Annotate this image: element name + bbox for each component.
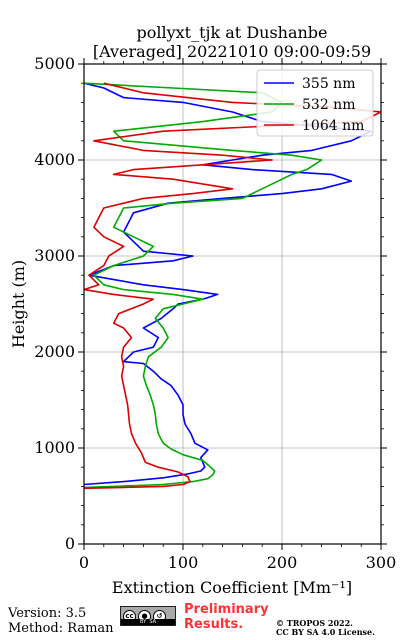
x-axis-label: Extinction Coefficient [Mm⁻¹] — [112, 578, 352, 597]
version-label: Version: 3.5 — [8, 606, 87, 621]
preliminary-line-2: Results. — [184, 617, 244, 632]
cc-badge-bar: BY SA — [121, 619, 175, 625]
plot-area — [84, 82, 381, 490]
series-line-3 — [84, 82, 381, 490]
x-tick-label: 300 — [366, 553, 397, 572]
y-tick-label: 4000 — [34, 150, 75, 169]
y-axis: 0 1000 2000 3000 4000 5000 — [34, 54, 387, 553]
chart-subtitle: [Averaged] 20221010 09:00-09:59 — [93, 42, 371, 61]
y-tick-label: 1000 — [34, 438, 75, 457]
x-tick-label: 200 — [267, 553, 298, 572]
x-axis: 0 100 200 300 — [79, 58, 396, 572]
copyright-line-1: © TROPOS 2022. — [276, 618, 353, 628]
copyright-notice: © TROPOS 2022. CC BY SA 4.0 License. — [276, 619, 375, 637]
legend: 355 nm 532 nm 1064 nm — [256, 69, 374, 137]
x-tick-label: 100 — [168, 553, 199, 572]
x-tick-label: 0 — [79, 553, 89, 572]
chart-title: pollyxt_tjk at Dushanbe — [136, 23, 327, 42]
series-line-2 — [84, 82, 323, 489]
legend-label-3: 1064 nm — [302, 118, 364, 134]
y-tick-label: 3000 — [34, 246, 75, 265]
plot-frame — [83, 63, 382, 545]
copyright-line-2: CC BY SA 4.0 License. — [276, 627, 375, 637]
y-tick-label: 2000 — [34, 342, 75, 361]
series-line-1 — [84, 82, 372, 486]
preliminary-line-1: Preliminary — [184, 602, 269, 617]
method-label: Method: Raman — [8, 621, 114, 636]
legend-label-1: 355 nm — [302, 76, 355, 92]
y-tick-label: 5000 — [34, 54, 75, 73]
y-tick-label: 0 — [65, 534, 75, 553]
extinction-profile-chart: pollyxt_tjk at Dushanbe [Averaged] 20221… — [9, 23, 396, 597]
legend-label-2: 532 nm — [302, 97, 355, 113]
preliminary-notice: Preliminary Results. — [184, 602, 269, 632]
y-axis-label: Height (m) — [9, 260, 28, 348]
cc-license-badge: cc ● ↺ BY SA — [120, 606, 176, 626]
legend-box — [256, 69, 374, 137]
